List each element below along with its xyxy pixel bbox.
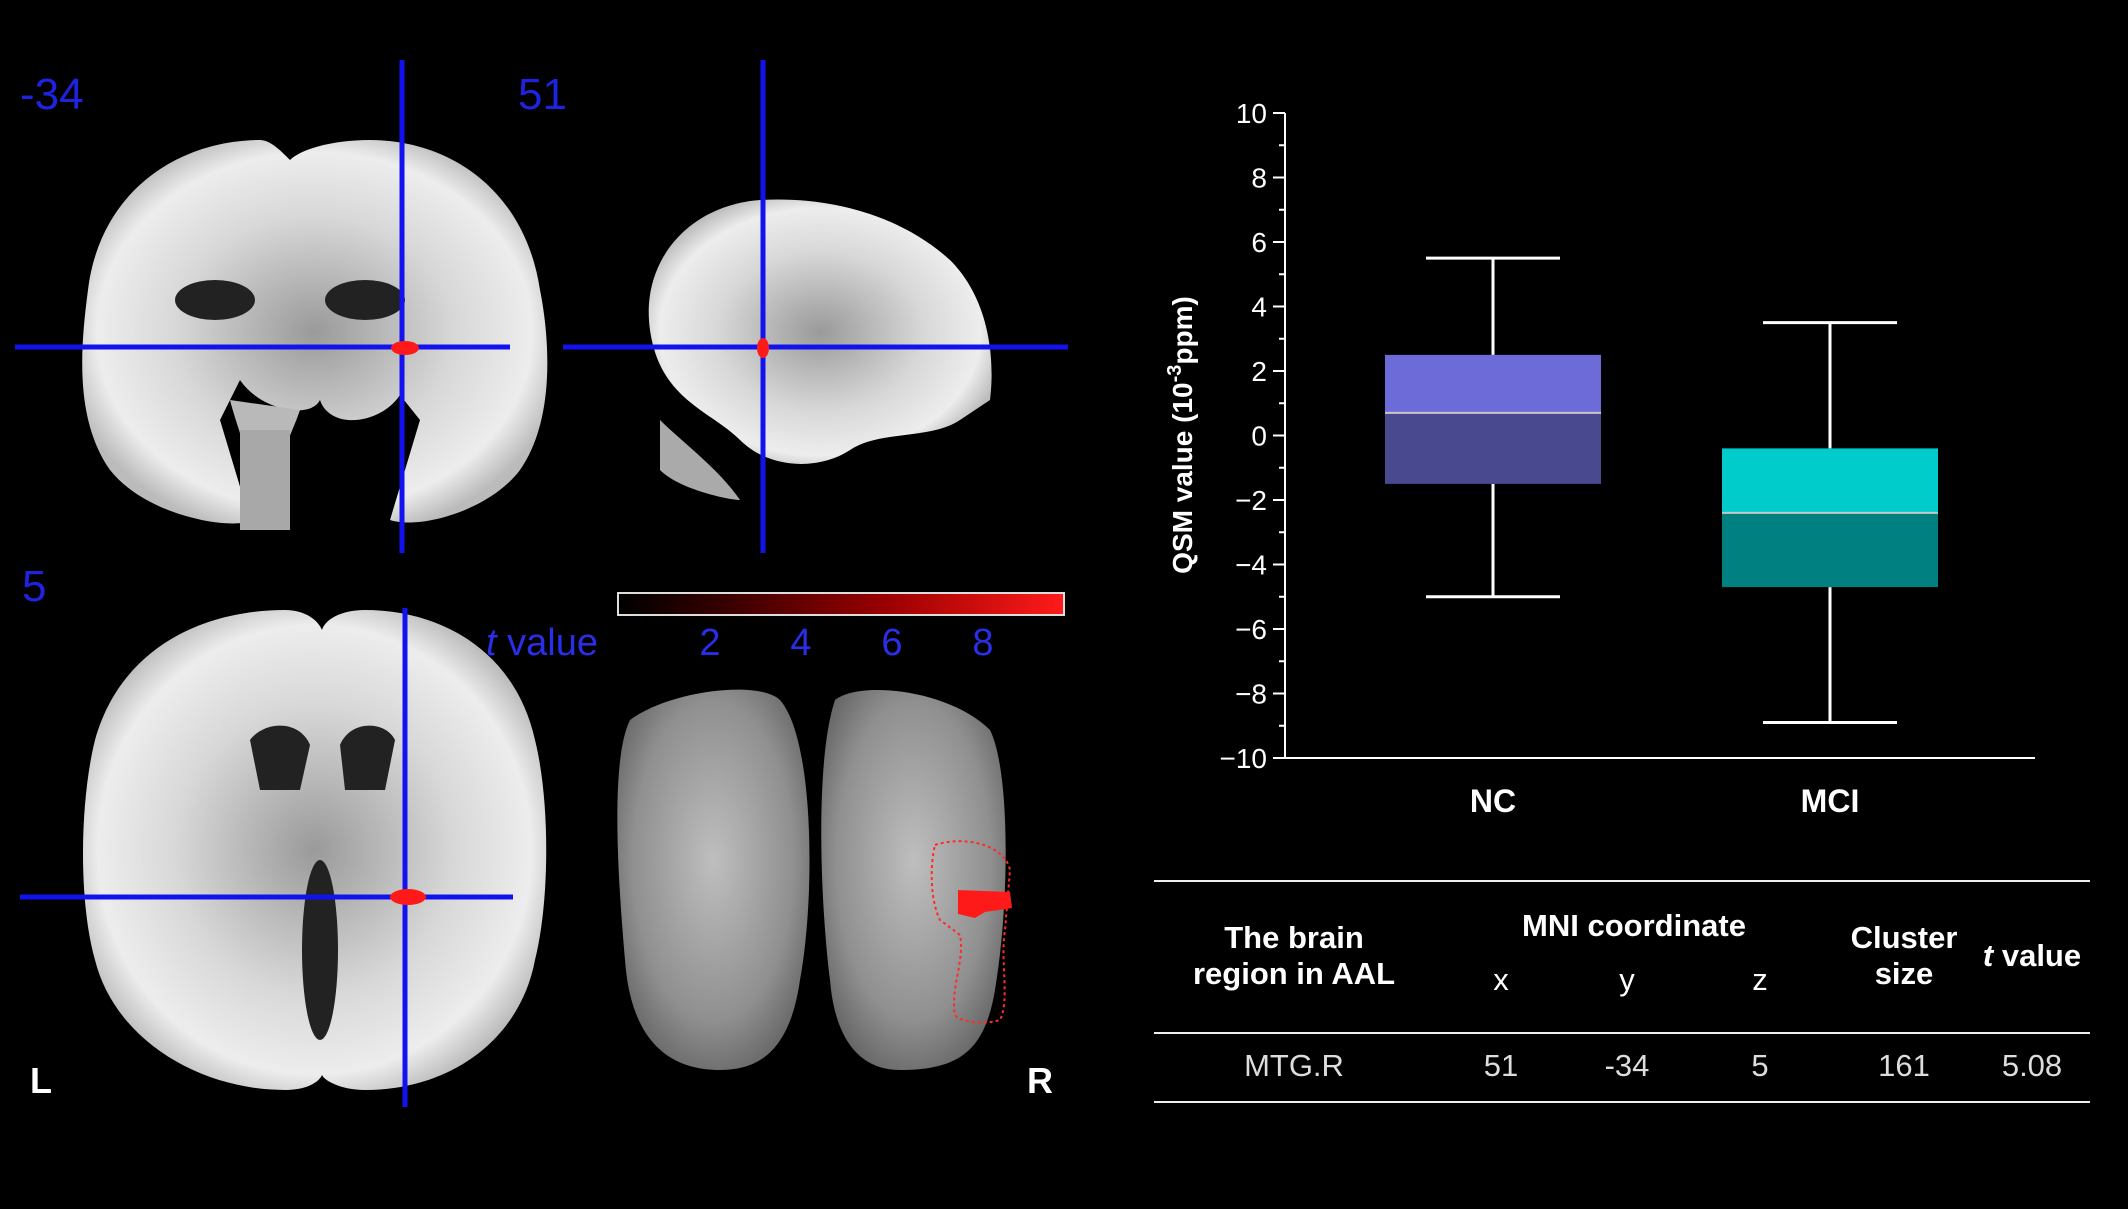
x-header: x — [1493, 962, 1509, 997]
y-tick-label: 6 — [1251, 227, 1267, 258]
t-value-cell: 5.08 — [2001, 1048, 2063, 1083]
y-tick-label: 0 — [1251, 421, 1267, 452]
crosshair-lines — [15, 60, 1068, 1107]
table-bottom-rule — [1154, 1101, 2090, 1103]
z-header: z — [1752, 962, 1768, 997]
region-cell: MTG.R — [1244, 1048, 1344, 1083]
x-category-label: NC — [1470, 783, 1516, 819]
y-tick-label: −10 — [1220, 743, 1268, 774]
glass-brain-render — [617, 689, 1012, 1070]
mni-header: MNI coordinate — [1522, 908, 1746, 943]
sagittal-brain-slice — [648, 199, 992, 500]
coronal-slice-label: -34 — [20, 70, 84, 119]
axial-cluster — [390, 889, 426, 905]
t-value-colorbar — [617, 592, 1065, 616]
coronal-cluster — [391, 341, 419, 355]
t-value-header: t value — [1982, 938, 2082, 973]
box-upper-NC — [1385, 354, 1601, 413]
cluster-cell: 161 — [1878, 1048, 1930, 1083]
y-header: y — [1619, 962, 1635, 997]
table-subheader-row: x y z — [1154, 956, 2090, 1032]
colorbar-label: t value — [486, 622, 598, 664]
table-row: MTG.R 51 -34 5 161 5.08 — [1154, 1032, 2090, 1100]
boxplot-chart: 10 8 6 4 2 0 −2 −4 −6 −8 −10 QSM value (10-3ppm) NC M… — [1164, 98, 2035, 819]
y-tick-label: 4 — [1251, 292, 1267, 323]
glass-brain-cluster — [958, 890, 1012, 918]
colorbar-tick: 6 — [881, 622, 903, 664]
table-header-rule — [1154, 1032, 2090, 1034]
colorbar-tick: 8 — [972, 622, 994, 664]
sagittal-cluster — [757, 338, 769, 358]
axial-brain-slice — [82, 610, 547, 1090]
x-cell: 51 — [1483, 1048, 1519, 1083]
y-tick-label: 2 — [1251, 356, 1267, 387]
cluster-header: Cluster size — [1850, 920, 1958, 991]
results-table: The brain region in AAL MNI coordinate Cl… — [1154, 880, 2090, 1100]
y-tick-label: 10 — [1236, 98, 1267, 129]
y-tick-label: 8 — [1251, 163, 1267, 194]
box-upper-MCI — [1722, 448, 1938, 513]
coronal-brain-slice — [82, 140, 548, 530]
box-lower-NC — [1385, 412, 1601, 484]
box-lower-MCI — [1722, 512, 1938, 588]
x-category-label: MCI — [1801, 783, 1860, 819]
cluster-markers — [390, 338, 1012, 918]
y-tick-label: −4 — [1235, 550, 1267, 581]
z-cell: 5 — [1751, 1048, 1769, 1083]
sagittal-slice-label: 51 — [518, 70, 567, 119]
y-tick-label: −2 — [1235, 485, 1267, 516]
colorbar-tick: 4 — [790, 622, 812, 664]
colorbar-tick: 2 — [699, 622, 721, 664]
table-top-rule — [1154, 880, 2090, 882]
right-orientation-label: R — [1027, 1060, 1053, 1101]
table-header-row: The brain region in AAL MNI coordinate Cl… — [1154, 880, 2090, 991]
y-cell: -34 — [1604, 1048, 1650, 1083]
y-tick-label: −6 — [1235, 614, 1267, 645]
axial-slice-label: 5 — [22, 562, 47, 611]
left-orientation-label: L — [30, 1060, 52, 1101]
y-tick-label: −8 — [1235, 679, 1267, 710]
region-header: The brain region in AAL — [1192, 920, 1396, 991]
y-axis-label: QSM value (10-3ppm) — [1164, 296, 1198, 574]
